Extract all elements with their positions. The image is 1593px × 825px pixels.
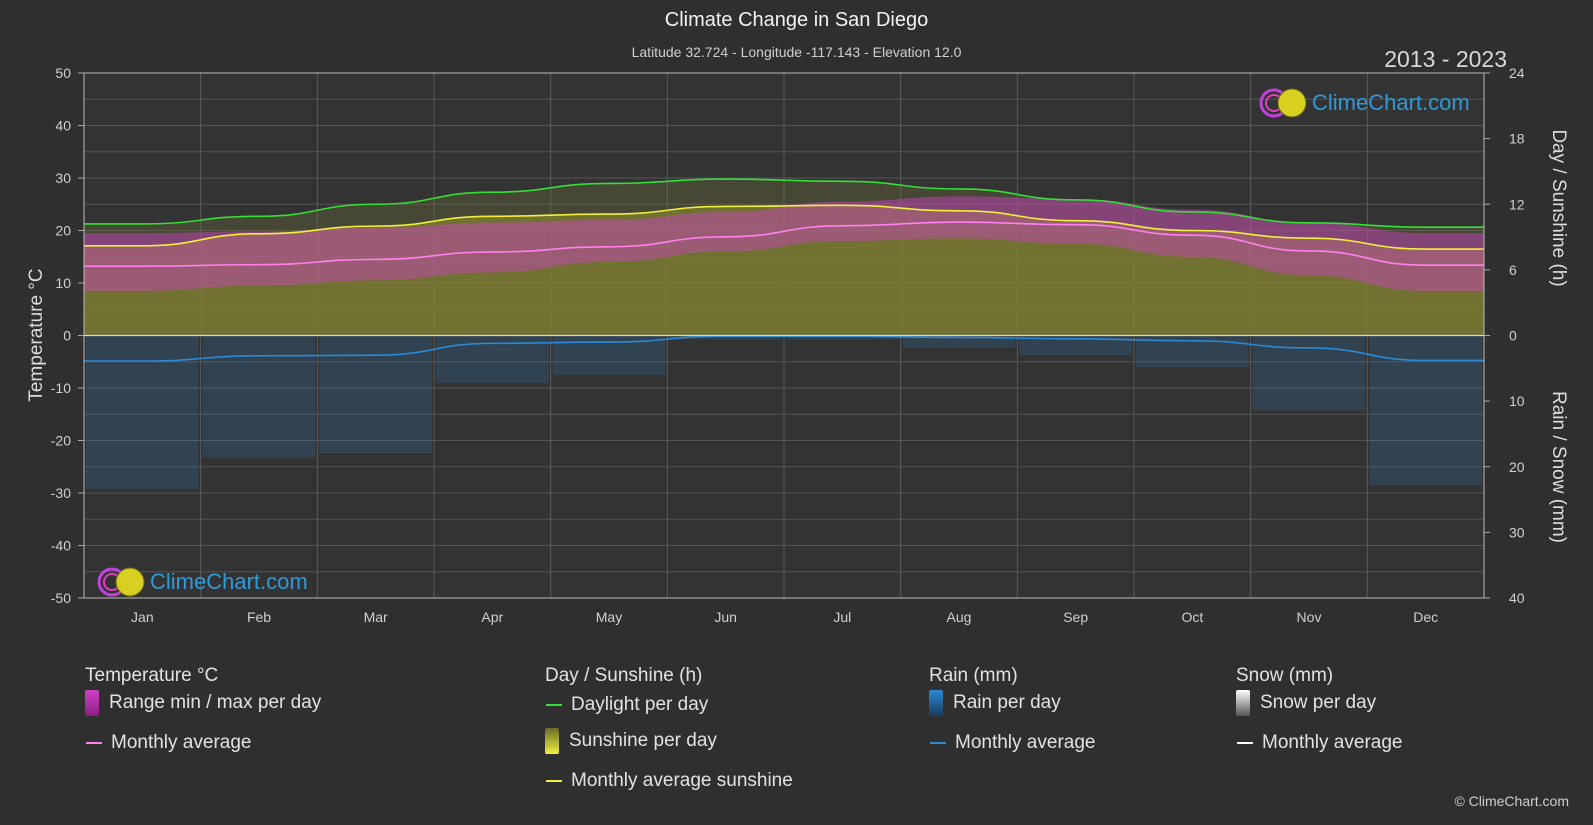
year-range: 2013 - 2023 — [1384, 46, 1507, 72]
left-tick-label: 40 — [55, 118, 71, 134]
right-sunshine-tick-label: 12 — [1509, 196, 1525, 212]
right-sunshine-tick-label: 18 — [1509, 131, 1525, 147]
copyright: © ClimeChart.com — [1454, 793, 1569, 809]
right-rain-tick-label: 30 — [1509, 524, 1525, 540]
left-tick-label: -50 — [51, 590, 71, 606]
temperature-avg-line — [84, 221, 1484, 268]
left-tick-label: -20 — [51, 433, 71, 449]
right-rain-tick-label: 10 — [1509, 393, 1525, 409]
snow-avg-swatch — [1237, 742, 1253, 744]
month-label: Mar — [364, 609, 388, 625]
month-label: Apr — [481, 609, 503, 625]
month-label: Aug — [947, 609, 972, 625]
month-label: May — [596, 609, 622, 625]
rain-avg-line — [84, 335, 1484, 362]
month-label: Sep — [1063, 609, 1088, 625]
legend-temp-range: Range min / max per day — [85, 690, 321, 716]
legend-temp-avg-label: Monthly average — [111, 732, 252, 753]
brand-logo-top[interactable]: ClimeChart.com — [1258, 87, 1470, 119]
climechart-logo-icon — [1259, 88, 1307, 118]
legend-rain-avg-label: Monthly average — [955, 732, 1096, 753]
rain-bar — [669, 335, 782, 340]
daylight-swatch — [546, 704, 562, 706]
left-tick-label: -40 — [51, 538, 71, 554]
month-label: Jul — [833, 609, 851, 625]
right-sunshine-tick-label: 24 — [1509, 65, 1525, 81]
chart-subtitle: Latitude 32.724 - Longitude -117.143 - E… — [631, 44, 962, 60]
rain-swatch — [929, 690, 943, 716]
legend-temperature-title: Temperature °C — [85, 665, 219, 686]
rain-bar — [786, 335, 899, 340]
brand-logo-bottom[interactable]: ClimeChart.com — [96, 566, 308, 598]
daylight-area — [84, 179, 1484, 336]
daylight-line — [84, 178, 1484, 229]
right-rain-tick-label: 40 — [1509, 590, 1525, 606]
legend-snow-avg-label: Monthly average — [1262, 732, 1403, 753]
month-label: Feb — [247, 609, 271, 625]
climechart-logo-icon — [97, 567, 145, 597]
legend-daylight: Daylight per day — [545, 694, 708, 716]
legend-sunshine-avg-label: Monthly average sunshine — [571, 770, 793, 791]
right-sunshine-tick-label: 0 — [1509, 328, 1517, 344]
right-sunshine-tick-label: 6 — [1509, 262, 1517, 278]
legend-temp-range-label: Range min / max per day — [109, 692, 322, 713]
legend-snow-title: Snow (mm) — [1236, 665, 1334, 686]
rain-bar — [86, 335, 199, 490]
brand-text: ClimeChart.com — [1312, 90, 1470, 115]
month-label: Oct — [1181, 609, 1203, 625]
chart-title: Climate Change in San Diego — [664, 9, 929, 31]
legend-daylight-label: Daylight per day — [571, 694, 709, 715]
month-label: Dec — [1413, 609, 1438, 625]
left-tick-label: 10 — [55, 275, 71, 291]
left-tick-label: 20 — [55, 223, 71, 239]
month-label: Jun — [714, 609, 737, 625]
legend-rain-per-day: Rain per day — [929, 690, 1061, 716]
sunshine-avg-swatch — [546, 780, 562, 782]
left-tick-label: -30 — [51, 485, 71, 501]
legend-snow-per-day: Snow per day — [1236, 690, 1376, 716]
left-tick-label: 50 — [55, 65, 71, 81]
legend-sunshine-label: Sunshine per day — [569, 730, 717, 751]
legend-rain-label: Rain per day — [953, 692, 1061, 713]
legend-rain-avg: Monthly average — [929, 732, 1095, 754]
rain-bar — [202, 335, 316, 458]
snow-swatch — [1236, 690, 1250, 716]
sunshine-avg-line — [83, 204, 1484, 250]
sunshine-swatch — [545, 728, 559, 754]
left-tick-label: 30 — [55, 170, 71, 186]
legend-sunshine-avg: Monthly average sunshine — [545, 770, 793, 792]
legend-snow-label: Snow per day — [1260, 692, 1377, 713]
legend-day-title: Day / Sunshine (h) — [545, 665, 703, 686]
temp-range-swatch — [85, 690, 99, 716]
right-rain-tick-label: 20 — [1509, 459, 1525, 475]
legend-rain-title: Rain (mm) — [929, 665, 1018, 686]
temp-avg-swatch — [86, 742, 102, 744]
rain-bar — [902, 335, 1016, 348]
legend-temp-avg: Monthly average — [85, 732, 251, 754]
rain-avg-swatch — [930, 742, 946, 744]
rain-bar — [1019, 335, 1132, 356]
month-label: Nov — [1297, 609, 1322, 625]
climate-chart: 50 40 30 20 10 0 -10 -20 -30 -40 -50 24 18 12 6 0 10 20 30… — [51, 65, 1525, 625]
month-label: Jan — [131, 609, 154, 625]
brand-text: ClimeChart.com — [150, 569, 308, 594]
sunshine-area — [84, 205, 1484, 336]
legend-sunshine: Sunshine per day — [545, 728, 717, 754]
temperature-range-band — [84, 196, 1484, 291]
left-tick-label: -10 — [51, 380, 71, 396]
legend-snow-avg: Monthly average — [1236, 732, 1402, 754]
left-tick-label: 0 — [63, 328, 71, 344]
